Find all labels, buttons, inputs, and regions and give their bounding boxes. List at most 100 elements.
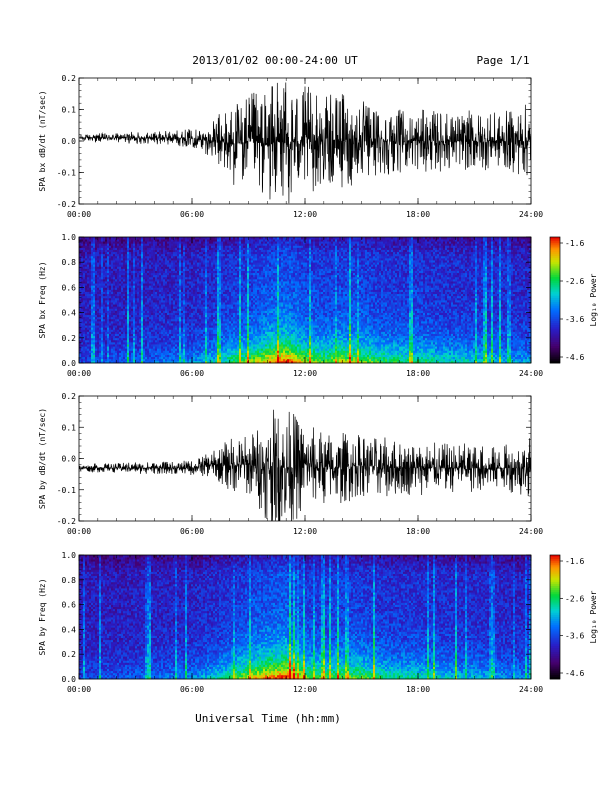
- heatmap-cell: [83, 254, 85, 256]
- heatmap-cell: [123, 245, 125, 247]
- heatmap-cell: [121, 275, 123, 277]
- heatmap-cell: [121, 239, 123, 241]
- heatmap-cell: [97, 357, 99, 359]
- heatmap-cell: [89, 258, 91, 260]
- heatmap-cell: [109, 332, 111, 334]
- heatmap-cell: [91, 300, 93, 302]
- heatmap-cell: [101, 315, 103, 317]
- heatmap-cell: [89, 319, 91, 321]
- heatmap-cell: [115, 262, 117, 264]
- heatmap-cell: [125, 340, 127, 342]
- heatmap-cell: [115, 264, 117, 266]
- heatmap-cell: [115, 243, 117, 245]
- heatmap-cell: [123, 332, 125, 334]
- heatmap-cell: [115, 241, 117, 243]
- heatmap-cell: [83, 355, 85, 357]
- heatmap-cell: [111, 353, 113, 355]
- heatmap-cell: [91, 273, 93, 275]
- heatmap-cell: [125, 290, 127, 292]
- heatmap-cell: [99, 239, 101, 241]
- heatmap-cell: [117, 241, 119, 243]
- heatmap-cell: [125, 311, 127, 313]
- heatmap-cell: [101, 300, 103, 302]
- heatmap-cell: [91, 264, 93, 266]
- heatmap-cell: [103, 281, 105, 283]
- heatmap-cell: [89, 338, 91, 340]
- heatmap-cell: [129, 279, 131, 281]
- heatmap-cell: [91, 279, 93, 281]
- heatmap-cell: [99, 325, 101, 327]
- heatmap-cell: [127, 275, 129, 277]
- heatmap-cell: [83, 327, 85, 329]
- heatmap-cell: [87, 260, 89, 262]
- heatmap-cell: [111, 323, 113, 325]
- heatmap-cell: [121, 344, 123, 346]
- heatmap-cell: [97, 275, 99, 277]
- heatmap-cell: [91, 304, 93, 306]
- heatmap-cell: [81, 245, 83, 247]
- heatmap-cell: [117, 269, 119, 271]
- heatmap-cell: [87, 336, 89, 338]
- heatmap-cell: [105, 342, 107, 344]
- heatmap-cell: [127, 344, 129, 346]
- heatmap-cell: [129, 266, 131, 268]
- heatmap-cell: [125, 254, 127, 256]
- heatmap-cell: [115, 350, 117, 352]
- heatmap-cell: [107, 344, 109, 346]
- heatmap-cell: [85, 336, 87, 338]
- heatmap-cell: [117, 275, 119, 277]
- heatmap-cell: [97, 250, 99, 252]
- heatmap-cell: [107, 334, 109, 336]
- heatmap-cell: [97, 355, 99, 357]
- heatmap-cell: [131, 311, 133, 313]
- heatmap-cell: [121, 271, 123, 273]
- heatmap-cell: [99, 336, 101, 338]
- heatmap-cell: [87, 338, 89, 340]
- heatmap-cell: [129, 308, 131, 310]
- heatmap-cell: [99, 258, 101, 260]
- heatmap-cell: [83, 325, 85, 327]
- heatmap-cell: [91, 329, 93, 331]
- heatmap-cell: [115, 281, 117, 283]
- heatmap-cell: [105, 306, 107, 308]
- heatmap-cell: [113, 306, 115, 308]
- heatmap-cell: [115, 275, 117, 277]
- heatmap-cell: [117, 285, 119, 287]
- heatmap-cell: [85, 338, 87, 340]
- heatmap-cell: [129, 285, 131, 287]
- heatmap-cell: [81, 346, 83, 348]
- heatmap-cell: [87, 290, 89, 292]
- heatmap-cell: [105, 269, 107, 271]
- heatmap-cell: [131, 306, 133, 308]
- heatmap-cell: [119, 260, 121, 262]
- heatmap-cell: [103, 302, 105, 304]
- heatmap-cell: [121, 273, 123, 275]
- heatmap-cell: [97, 302, 99, 304]
- heatmap-cell: [115, 308, 117, 310]
- heatmap-cell: [89, 325, 91, 327]
- heatmap-cell: [109, 304, 111, 306]
- heatmap-cell: [101, 266, 103, 268]
- heatmap-cell: [95, 325, 97, 327]
- heatmap-cell: [85, 277, 87, 279]
- heatmap-cell: [119, 252, 121, 254]
- heatmap-cell: [93, 250, 95, 252]
- heatmap-cell: [97, 287, 99, 289]
- heatmap-cell: [99, 287, 101, 289]
- heatmap-cell: [93, 241, 95, 243]
- heatmap-cell: [87, 315, 89, 317]
- heatmap-cell: [85, 245, 87, 247]
- heatmap-cell: [99, 306, 101, 308]
- heatmap-cell: [107, 308, 109, 310]
- heatmap-cell: [131, 323, 133, 325]
- heatmap-cell: [121, 338, 123, 340]
- heatmap-cell: [123, 262, 125, 264]
- heatmap-cell: [103, 342, 105, 344]
- heatmap-cell: [111, 325, 113, 327]
- heatmap-cell: [83, 241, 85, 243]
- heatmap-cell: [115, 306, 117, 308]
- heatmap-cell: [111, 256, 113, 258]
- heatmap-cell: [89, 342, 91, 344]
- heatmap-cell: [87, 292, 89, 294]
- heatmap-cell: [89, 311, 91, 313]
